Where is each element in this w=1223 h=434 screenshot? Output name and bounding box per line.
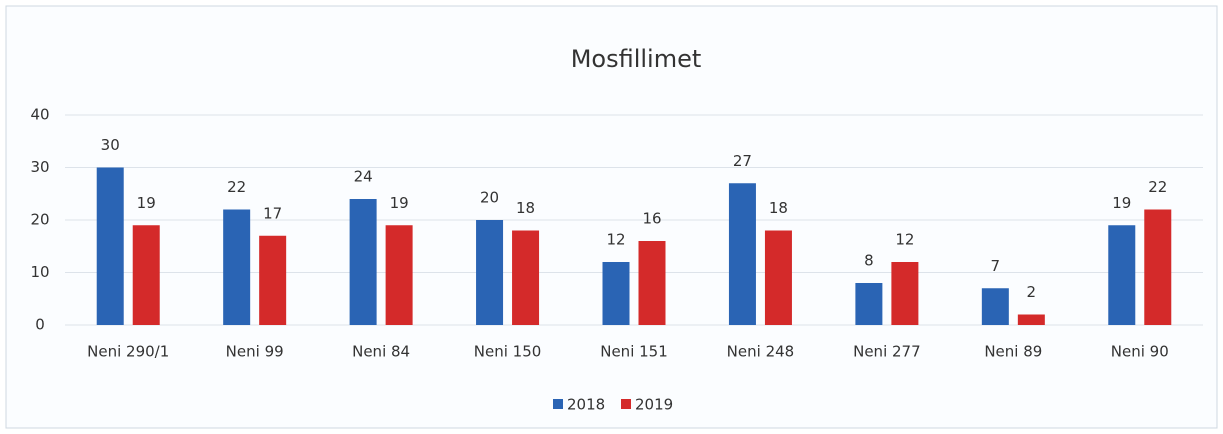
bar <box>512 230 540 325</box>
x-tick-label: Neni 150 <box>474 343 542 361</box>
bar <box>891 262 919 325</box>
y-tick-label: 20 <box>30 211 49 229</box>
bar <box>259 235 287 325</box>
bar <box>728 183 756 325</box>
data-label: 24 <box>354 168 373 186</box>
x-tick-label: Neni 290/1 <box>87 343 169 361</box>
bar <box>764 230 792 325</box>
chart-frame <box>5 5 1218 429</box>
data-label: 18 <box>769 199 788 217</box>
data-label: 19 <box>390 194 409 212</box>
x-tick-label: Neni 277 <box>853 343 921 361</box>
x-tick-label: Neni 248 <box>727 343 795 361</box>
bar <box>223 209 251 325</box>
bar <box>855 283 883 325</box>
bar <box>349 199 377 325</box>
bar <box>385 225 413 325</box>
data-label: 12 <box>895 231 914 249</box>
data-label: 22 <box>227 178 246 196</box>
data-label: 17 <box>263 204 282 222</box>
bar <box>476 220 504 325</box>
data-label: 16 <box>642 210 661 228</box>
data-label: 27 <box>733 152 752 170</box>
data-label: 8 <box>864 252 874 270</box>
data-label: 2 <box>1027 283 1037 301</box>
data-label: 19 <box>1112 194 1131 212</box>
legend-label: 2018 <box>567 396 605 414</box>
bar <box>602 262 630 325</box>
bar <box>132 225 160 325</box>
x-tick-label: Neni 90 <box>1111 343 1169 361</box>
data-label: 12 <box>606 231 625 249</box>
y-tick-label: 40 <box>30 106 49 124</box>
y-tick-label: 10 <box>30 263 49 281</box>
bar <box>1017 314 1045 325</box>
bar <box>638 241 666 325</box>
y-tick-label: 30 <box>30 158 49 176</box>
legend-swatch <box>621 399 631 409</box>
bar <box>1108 225 1136 325</box>
data-label: 18 <box>516 199 535 217</box>
data-label: 7 <box>991 257 1001 275</box>
legend-swatch <box>553 399 563 409</box>
x-tick-label: Neni 99 <box>226 343 284 361</box>
data-label: 22 <box>1148 178 1167 196</box>
data-label: 19 <box>137 194 156 212</box>
bar <box>1144 209 1172 325</box>
data-label: 30 <box>101 136 120 154</box>
y-tick-label: 0 <box>35 316 45 334</box>
bar <box>981 288 1009 325</box>
data-label: 20 <box>480 189 499 207</box>
bar <box>96 167 124 325</box>
x-tick-label: Neni 84 <box>352 343 410 361</box>
legend-label: 2019 <box>635 396 673 414</box>
x-tick-label: Neni 151 <box>600 343 668 361</box>
chart-title: Mosfillimet <box>571 45 702 73</box>
x-tick-label: Neni 89 <box>984 343 1042 361</box>
